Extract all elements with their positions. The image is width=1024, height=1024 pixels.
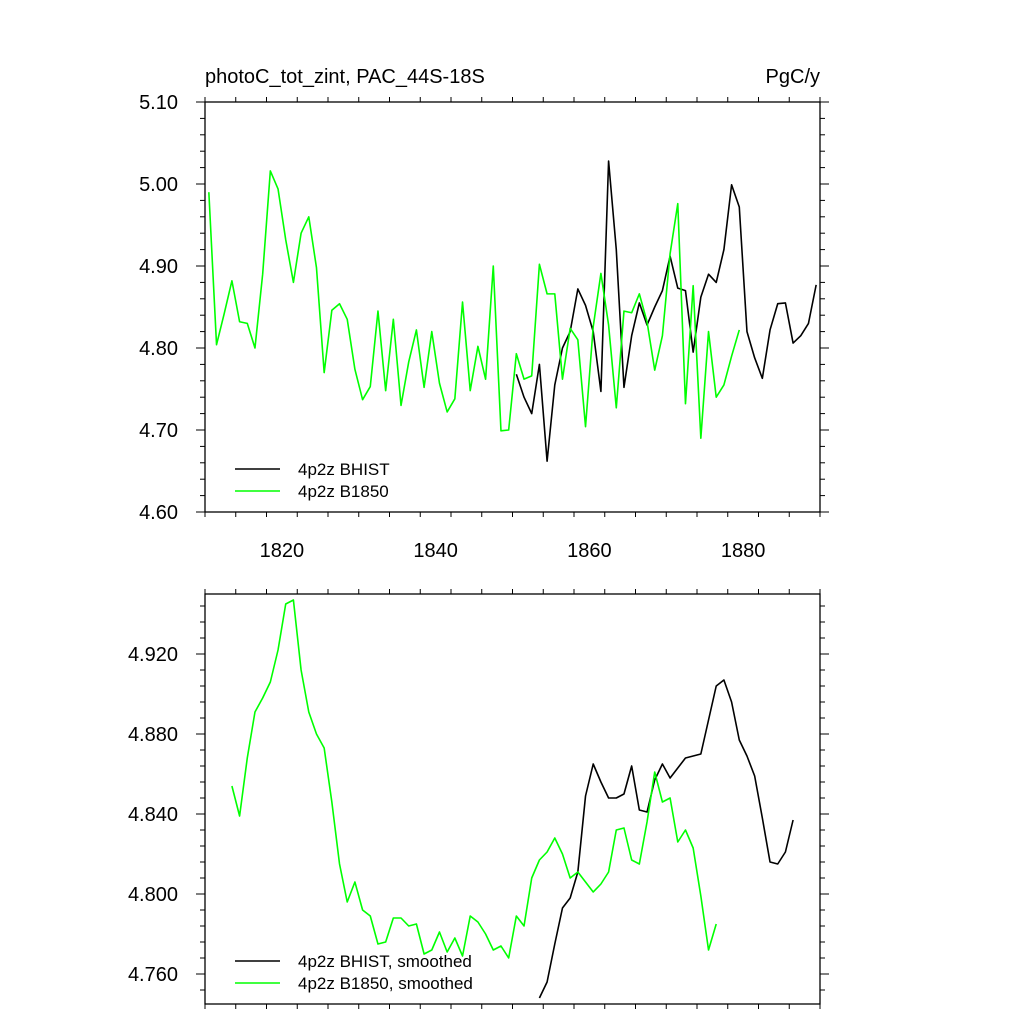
x-tick-label: 1880 xyxy=(721,540,766,562)
x-tick-label: 1860 xyxy=(567,540,612,562)
bottom-panel: 4.760 4.800 4.840 4.880 4.920 4p2z BHIST, sm… xyxy=(128,589,829,1009)
axis-ticks xyxy=(196,97,829,517)
series-line xyxy=(515,160,817,462)
x-tick-label: 1820 xyxy=(260,540,305,562)
y-tick-label: 4.60 xyxy=(139,502,178,524)
y-tick-label: 4.70 xyxy=(139,420,178,442)
y-tick-label: 4.800 xyxy=(128,884,178,906)
legend: 4p2z BHIST, smoothed 4p2z B1850, smoothe… xyxy=(235,952,473,993)
y-tick-label: 4.920 xyxy=(128,644,178,666)
plot-frame xyxy=(204,593,821,1005)
y-tick-label: 5.00 xyxy=(139,174,178,196)
legend-label-b1850: 4p2z B1850 xyxy=(298,482,389,501)
series-lines xyxy=(208,160,817,462)
series-line xyxy=(231,599,717,959)
legend-label-bhist-smoothed: 4p2z BHIST, smoothed xyxy=(298,952,472,971)
units-label: PgC/y xyxy=(766,66,820,88)
x-tick-label: 1840 xyxy=(413,540,458,562)
y-tick-labels: 4.760 4.800 4.840 4.880 4.920 xyxy=(128,644,178,986)
y-tick-label: 4.760 xyxy=(128,964,178,986)
plot-frame xyxy=(204,101,821,513)
series-line xyxy=(538,679,794,999)
axis-ticks xyxy=(196,589,829,1009)
legend-label-b1850-smoothed: 4p2z B1850, smoothed xyxy=(298,974,473,993)
y-tick-label: 5.10 xyxy=(139,92,178,114)
top-panel: photoC_tot_zint, PAC_44S-18S PgC/y 4.604… xyxy=(139,66,829,562)
legend-label-bhist: 4p2z BHIST xyxy=(298,460,390,479)
y-tick-label: 4.80 xyxy=(139,338,178,360)
x-tick-labels: 1820 1840 1860 1880 xyxy=(260,540,766,562)
y-tick-labels: 4.60 4.70 4.80 4.90 5.00 5.10 xyxy=(139,92,178,524)
series-lines xyxy=(231,599,794,999)
legend: 4p2z BHIST 4p2z B1850 xyxy=(235,460,390,501)
chart-title: photoC_tot_zint, PAC_44S-18S xyxy=(205,66,485,88)
y-tick-label: 4.840 xyxy=(128,804,178,826)
series-line xyxy=(208,170,741,440)
y-tick-label: 4.880 xyxy=(128,724,178,746)
y-tick-label: 4.90 xyxy=(139,256,178,278)
